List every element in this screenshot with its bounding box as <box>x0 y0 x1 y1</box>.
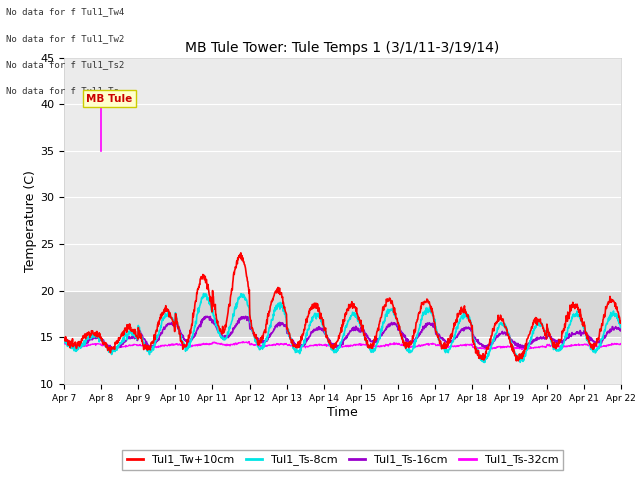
Tul1_Tw+10cm <box>237 250 244 256</box>
Tul1_Ts-16cm <box>109 347 117 352</box>
Tul1_Ts-16cm <box>502 332 510 337</box>
Tul1_Ts-8cm <box>617 324 625 330</box>
Tul1_Ts-32cm <box>429 341 437 347</box>
Y-axis label: Temperature (C): Temperature (C) <box>24 170 37 272</box>
Tul1_Tw+10cm <box>246 318 254 324</box>
Tul1_Ts-32cm <box>552 343 559 349</box>
Tul1_Ts-8cm <box>60 337 68 343</box>
Tul1_Tw+10cm <box>552 342 559 348</box>
Tul1_Ts-16cm <box>202 313 210 319</box>
Text: No data for f Tul1_Ts_: No data for f Tul1_Ts_ <box>6 86 125 96</box>
Text: No data for f Tul1_Tw2: No data for f Tul1_Tw2 <box>6 34 125 43</box>
Line: Tul1_Tw+10cm: Tul1_Tw+10cm <box>64 253 621 361</box>
Tul1_Ts-32cm <box>170 342 178 348</box>
Text: No data for f Tul1_Tw4: No data for f Tul1_Tw4 <box>6 7 125 16</box>
Tul1_Tw+10cm <box>617 318 625 324</box>
Tul1_Tw+10cm <box>515 358 522 364</box>
Tul1_Ts-8cm <box>481 360 488 365</box>
Line: Tul1_Ts-32cm: Tul1_Ts-32cm <box>64 342 621 349</box>
Tul1_Ts-8cm <box>184 344 191 349</box>
Tul1_Ts-16cm <box>60 338 68 344</box>
Tul1_Ts-16cm <box>617 326 625 332</box>
Tul1_Ts-16cm <box>184 338 192 344</box>
Text: No data for f Tul1_Ts2: No data for f Tul1_Ts2 <box>6 60 125 69</box>
Tul1_Ts-8cm <box>552 346 559 352</box>
Tul1_Ts-32cm <box>60 341 68 347</box>
Text: MB Tule: MB Tule <box>86 94 132 104</box>
Tul1_Ts-8cm <box>170 322 178 327</box>
Tul1_Ts-16cm <box>552 339 559 345</box>
Tul1_Ts-32cm <box>246 339 253 345</box>
Tul1_Ts-32cm <box>617 341 625 347</box>
Tul1_Tw+10cm <box>429 313 437 319</box>
Line: Tul1_Ts-16cm: Tul1_Ts-16cm <box>64 316 621 349</box>
Tul1_Ts-16cm <box>171 323 179 329</box>
Tul1_Ts-32cm <box>184 343 191 348</box>
Tul1_Ts-32cm <box>502 345 510 350</box>
Line: Tul1_Ts-8cm: Tul1_Ts-8cm <box>64 294 621 362</box>
Tul1_Ts-8cm <box>200 291 207 297</box>
Tul1_Ts-8cm <box>246 319 254 325</box>
Bar <box>64 291 621 337</box>
Tul1_Ts-32cm <box>484 347 492 352</box>
Tul1_Ts-8cm <box>502 324 510 330</box>
Tul1_Ts-16cm <box>247 326 255 332</box>
Tul1_Tw+10cm <box>502 324 509 330</box>
Legend: Tul1_Tw+10cm, Tul1_Ts-8cm, Tul1_Ts-16cm, Tul1_Ts-32cm: Tul1_Tw+10cm, Tul1_Ts-8cm, Tul1_Ts-16cm,… <box>122 450 563 470</box>
Title: MB Tule Tower: Tule Temps 1 (3/1/11-3/19/14): MB Tule Tower: Tule Temps 1 (3/1/11-3/19… <box>185 41 500 55</box>
Tul1_Ts-32cm <box>246 342 254 348</box>
X-axis label: Time: Time <box>327 406 358 419</box>
Tul1_Ts-16cm <box>429 321 437 327</box>
Tul1_Tw+10cm <box>184 339 191 345</box>
Tul1_Tw+10cm <box>60 336 68 342</box>
Tul1_Ts-8cm <box>429 312 437 318</box>
Tul1_Tw+10cm <box>170 324 178 330</box>
